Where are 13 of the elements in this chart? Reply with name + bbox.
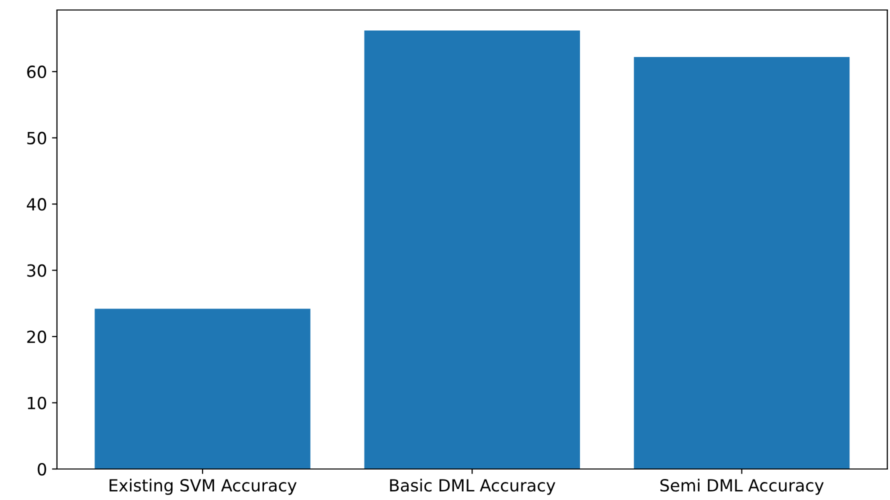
bar (94, 308, 310, 469)
y-tick-label: 50 (27, 132, 46, 144)
x-tick-label: Semi DML Accuracy (660, 478, 824, 495)
y-tick-label: 30 (27, 264, 46, 277)
y-tick-label: 20 (27, 330, 46, 344)
y-tick-label: 40 (26, 198, 46, 211)
y-tick-label: 10 (28, 396, 46, 410)
y-tick-label: 60 (27, 66, 46, 78)
x-tick-label: Basic DML Accuracy (390, 478, 556, 495)
bar (634, 57, 850, 469)
bar (364, 30, 580, 469)
y-tick-label: 0 (38, 462, 46, 476)
x-tick-label: Existing SVM Accuracy (110, 478, 297, 495)
